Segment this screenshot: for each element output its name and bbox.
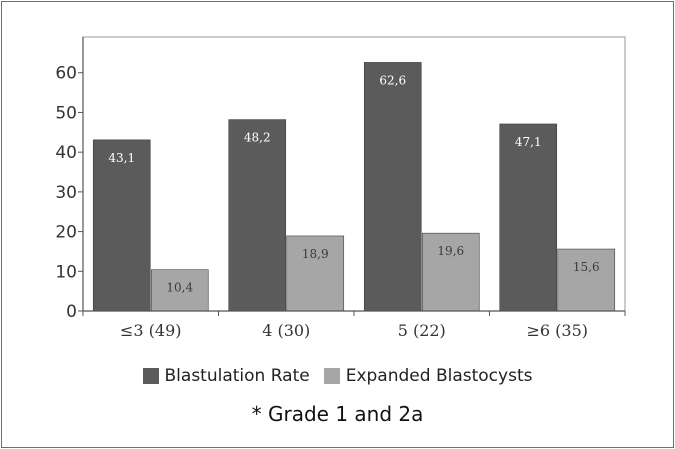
- data-label: 10,4: [166, 281, 193, 295]
- data-label: 15,6: [573, 260, 600, 274]
- bar-blastulation-rate: [363, 62, 422, 312]
- y-tick-label: 10: [55, 262, 77, 282]
- bar-expanded-blastocysts: [421, 232, 480, 312]
- x-category-label: 4 (30): [262, 321, 310, 340]
- y-tick-label: 50: [55, 103, 77, 123]
- bar-expanded-blastocysts: [286, 235, 345, 312]
- legend-item-blastulation-rate: Blastulation Rate: [142, 366, 310, 386]
- data-label: 19,6: [437, 244, 464, 258]
- legend-swatch-expanded-blastocysts: [323, 368, 340, 384]
- y-tick-label: 40: [55, 143, 77, 163]
- data-label: 62,6: [379, 73, 406, 87]
- y-tick-label: 60: [55, 64, 77, 84]
- x-category-label: ≤3 (49): [120, 321, 182, 340]
- legend-label-expanded-blastocysts: Expanded Blastocysts: [345, 366, 533, 386]
- legend-label-blastulation-rate: Blastulation Rate: [164, 366, 310, 386]
- x-category-label: 5 (22): [398, 321, 446, 340]
- legend-swatch-blastulation-rate: [142, 368, 159, 384]
- data-label: 48,2: [244, 131, 271, 145]
- data-label: 47,1: [515, 135, 542, 149]
- bar-chart: 0 10 20 30 40 50 60 43,1 10,4 ≤3 (49) 48,2 18,9 4 (3…: [55, 36, 626, 340]
- y-tick-label: 20: [55, 223, 77, 243]
- bar-expanded-blastocysts: [557, 248, 616, 312]
- bar-blastulation-rate: [228, 119, 287, 312]
- x-category-label: ≥6 (35): [526, 321, 588, 340]
- data-label: 18,9: [302, 247, 329, 261]
- bar-blastulation-rate: [92, 139, 151, 312]
- bar-expanded-blastocysts: [150, 269, 209, 312]
- data-label: 43,1: [108, 151, 135, 165]
- y-tick-label: 30: [55, 183, 77, 203]
- y-tick-label: 0: [66, 302, 77, 322]
- footnote: * Grade 1 and 2a: [251, 402, 424, 426]
- bar-blastulation-rate: [499, 123, 558, 312]
- legend-item-expanded-blastocysts: Expanded Blastocysts: [323, 366, 533, 386]
- legend: Blastulation Rate Expanded Blastocysts: [0, 364, 675, 388]
